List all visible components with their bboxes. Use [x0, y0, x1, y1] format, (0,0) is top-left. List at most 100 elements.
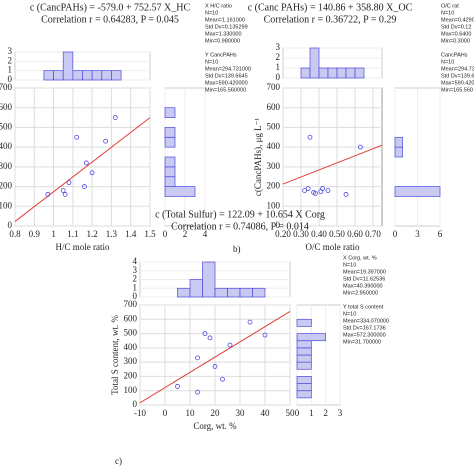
hist-tick-label: 0 — [393, 229, 398, 239]
stats-text: Mean=294.73 — [441, 66, 474, 72]
hist-tick-label: 0 — [8, 74, 13, 84]
hist-bar — [164, 136, 176, 148]
stats-text: Mean=1.161000 — [205, 17, 245, 23]
y-tick-label: 600 — [124, 313, 138, 323]
x-tick-label: 1.1 — [67, 229, 78, 239]
hist-bar — [296, 383, 312, 392]
stats-text: Min=165.560 — [441, 87, 473, 93]
hist-bar — [72, 70, 83, 81]
hist-tick-label: 2 — [8, 55, 13, 65]
hist-bar — [227, 287, 241, 298]
hist-bar — [164, 107, 176, 118]
x-tick-label: 1.5 — [144, 229, 156, 239]
hist-bar — [177, 287, 191, 298]
y-tick-label: 300 — [124, 356, 138, 366]
point — [60, 188, 66, 193]
x-tick-label: 1.2 — [87, 229, 98, 239]
stats-text: Mean=334.070000 — [343, 318, 389, 324]
hist-bar — [318, 67, 329, 79]
hist-bar — [91, 70, 103, 81]
x-tick-label: 0.40 — [311, 229, 327, 239]
hist-tick-label: 6 — [438, 229, 443, 239]
stats-text: Min=165.560000 — [205, 87, 246, 93]
hist-tick-label: 3 — [133, 265, 138, 275]
hist-bar — [345, 67, 356, 79]
hist-tick-label: 4 — [133, 256, 138, 266]
point — [207, 335, 213, 341]
x-axis-label: Corg, wt. % — [193, 421, 237, 431]
stats-text: Max=590.420 — [441, 80, 474, 86]
fit-line — [14, 117, 151, 222]
hist-tick-label: 3 — [415, 229, 420, 239]
fit-line — [139, 311, 291, 404]
x-tick-label: 30 — [236, 408, 246, 418]
point — [305, 186, 311, 191]
panel-label: c) — [115, 456, 122, 466]
correlation: Correlation r = 0.36722, P = 0.29 — [264, 14, 397, 25]
hist-bar — [189, 279, 203, 298]
y-axis-label: c(CancPAHs), μg L⁻¹ — [253, 118, 263, 196]
hist-bar — [164, 156, 176, 168]
stats-text: Mean=0.4290 — [441, 17, 474, 23]
hist-tick-label: 0 — [295, 408, 300, 418]
y-tick-label: 400 — [0, 141, 13, 151]
x-tick-label: 1.3 — [106, 229, 118, 239]
stats-text: Max=40.390000 — [343, 283, 383, 289]
point — [227, 342, 233, 348]
x-tick-label: -10 — [134, 408, 146, 418]
hist-tick-label: 4 — [203, 229, 208, 239]
hist-bar — [394, 186, 441, 197]
x-tick-label: 40 — [261, 408, 271, 418]
point — [202, 331, 208, 336]
point — [307, 134, 313, 140]
hist-tick-label: 0 — [163, 229, 168, 239]
stats-text: Y CancPAHs — [205, 52, 237, 58]
x-tick-label: 1 — [51, 229, 56, 239]
stats-text: N=10 — [441, 10, 454, 16]
y-tick-label: 400 — [124, 342, 138, 352]
chart-title: c (CancPAHs) = -579.0 + 752.57 X_HC — [30, 2, 191, 13]
stats-text: Min=2.950000 — [343, 290, 378, 296]
stats-text: O/C rat — [441, 3, 459, 9]
y-tick-label: 700 — [267, 82, 281, 92]
point — [74, 134, 80, 140]
point — [45, 192, 51, 197]
hist-bar — [53, 70, 64, 81]
point — [103, 138, 109, 144]
point — [212, 364, 218, 369]
hist-bar — [296, 333, 327, 342]
hist-bar — [296, 361, 312, 370]
stats-text: N=10 — [343, 262, 356, 268]
hist-bar — [252, 287, 266, 298]
y-axis-label: Total S content, wt. % — [110, 315, 120, 395]
y-tick-label: 0 — [133, 399, 138, 409]
hist-bar — [111, 70, 122, 81]
y-tick-label: 100 — [124, 385, 138, 395]
y-tick-label: 500 — [267, 121, 281, 131]
hist-bar — [62, 51, 74, 81]
point — [302, 188, 308, 193]
x-tick-label: 10 — [186, 408, 196, 418]
x-tick-label: 0 — [163, 408, 168, 418]
y-tick-label: 600 — [0, 102, 13, 112]
hist-bar — [300, 67, 311, 79]
y-tick-label: 100 — [0, 200, 13, 210]
hist-bar — [394, 136, 403, 148]
stats-text: CancPAHs — [441, 52, 468, 58]
stats-text: Std Dv=0.12 — [441, 24, 471, 30]
point — [66, 180, 72, 186]
stats-text: Std Dv=0.135299 — [205, 24, 248, 30]
stats-text: N=10 — [343, 311, 356, 317]
x-tick-label: 0.20 — [275, 229, 291, 239]
stats-text: N=10 — [441, 59, 454, 65]
hist-bar — [296, 390, 312, 399]
hist-bar — [82, 70, 93, 81]
y-tick-label: 500 — [124, 328, 138, 338]
chart-title: c (Canc PAHs) = 140.86 + 358.80 X_OC — [248, 2, 413, 13]
panel-label: b) — [233, 244, 241, 254]
correlation: Correlation r = 0.74086, P = 0.014 — [171, 221, 309, 232]
hist-tick-label: 3 — [8, 46, 13, 56]
y-tick-label: 500 — [0, 121, 13, 131]
y-tick-label: 200 — [0, 181, 13, 191]
